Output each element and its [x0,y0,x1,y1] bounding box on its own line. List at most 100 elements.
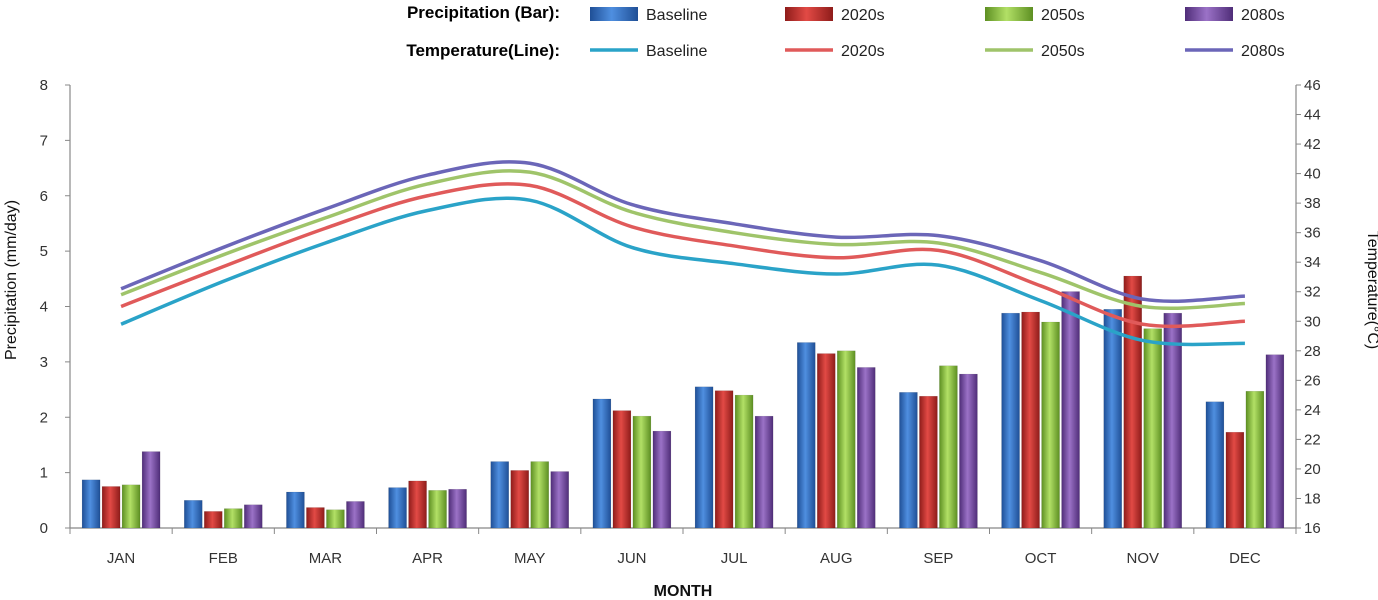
bar-2050s-jul [734,394,754,529]
y2-tick-label: 30 [1304,313,1321,330]
temperature-line-2020s [120,182,1245,329]
precipitation-bars [81,275,1285,529]
bar-2020s-sep [919,395,938,529]
chart-legend: Precipitation (Bar): Temperature(Line): … [406,3,1284,60]
bar-baseline-oct [1001,312,1020,529]
x-tick-label: SEP [923,550,953,567]
bar-2050s-apr [428,490,447,529]
bar-2050s-sep [939,365,958,529]
bar-baseline-aug [797,342,816,529]
temperature-line-2050s [120,169,1245,311]
bar-2020s-jul [714,390,734,529]
x-tick-label: JUN [617,550,646,567]
legend-swatch-bar-baseline [590,7,638,21]
x-tick-label: JUL [721,550,748,567]
bar-2080s-may [550,471,569,529]
bar-2020s-may [510,470,529,529]
y2-tick-label: 42 [1304,136,1321,153]
y-tick-label: 1 [40,465,48,482]
y2-axis-title: Temperature(°C) [1364,231,1378,349]
legend-label-line-2080s: 2080s [1241,43,1285,60]
bar-2050s-jun [632,415,652,529]
y-tick-label: 2 [40,409,48,426]
bar-2080s-apr [448,488,467,529]
bar-2050s-mar [326,509,345,529]
x-tick-label: FEB [209,550,238,567]
temperature-line-2080s [120,160,1245,303]
bar-2050s-aug [837,350,856,529]
y2-tick-label: 34 [1304,254,1321,271]
y2-tick-label: 20 [1304,461,1321,478]
y2-tick-label: 44 [1304,107,1321,124]
legend-swatch-bar-2050s [985,7,1033,21]
bar-2050s-jan [121,484,141,529]
x-tick-label: AUG [820,550,853,567]
temperature-lines [120,160,1245,347]
bar-2020s-nov [1123,275,1142,529]
y2-tick-label: 46 [1304,77,1321,94]
bar-2020s-oct [1021,311,1040,529]
x-tick-label: MAR [309,550,343,567]
bar-2080s-aug [857,367,876,529]
bar-2050s-nov [1143,328,1162,529]
y-axis-title: Precipitation (mm/day) [3,200,20,360]
y-tick-label: 0 [40,520,48,537]
legend-swatch-bar-2080s [1185,7,1233,21]
x-tick-label: OCT [1025,550,1057,567]
legend-label-bar-baseline: Baseline [646,7,707,24]
y2-tick-label: 32 [1304,284,1321,301]
y2-tick-label: 24 [1304,402,1321,419]
x-tick-label: JAN [107,550,135,567]
legend-swatch-bar-2020s [785,7,833,21]
bar-2080s-dec [1265,354,1285,529]
y-tick-label: 8 [40,77,48,94]
bar-baseline-jun [592,398,612,529]
bar-2080s-feb [244,504,263,529]
bar-baseline-mar [286,491,305,529]
bar-2050s-oct [1041,321,1060,529]
bar-2020s-jun [612,410,632,529]
y2-ticks: 16 18 20 22 24 26 28 30 32 34 36 38 40 42 44 46 [1296,77,1321,537]
y-tick-label: 5 [40,243,48,260]
bar-2080s-jun [652,430,672,529]
y-tick-label: 6 [40,188,48,205]
x-ticks: JAN FEB MAR APR MAY JUN JUL AUG SEP OCT NOV DEC [69,528,1297,567]
legend-bar-title: Precipitation (Bar): [407,3,560,22]
bar-2080s-sep [959,373,978,529]
y-tick-label: 3 [40,354,48,371]
legend-label-bar-2080s: 2080s [1241,7,1285,24]
y-tick-label: 7 [40,132,48,149]
legend-label-bar-2020s: 2020s [841,7,885,24]
y2-tick-label: 40 [1304,166,1321,183]
bar-2080s-nov [1163,312,1182,529]
y-ticks: 0 1 2 3 4 5 6 7 8 [40,77,70,537]
legend-label-line-2020s: 2020s [841,43,885,60]
legend-line-title: Temperature(Line): [406,41,560,60]
bar-2020s-aug [817,353,836,529]
bar-baseline-sep [899,392,918,529]
y-tick-label: 4 [40,299,48,316]
y2-tick-label: 16 [1304,520,1321,537]
bar-2020s-feb [204,511,223,529]
x-tick-label: APR [412,550,443,567]
bar-baseline-feb [184,500,203,529]
bar-2080s-oct [1061,291,1080,529]
bar-2020s-dec [1225,431,1245,529]
temperature-line-baseline [120,196,1245,347]
bar-2020s-jan [101,486,121,529]
legend-label-bar-2050s: 2050s [1041,7,1085,24]
x-tick-label: MAY [514,550,545,567]
bar-2020s-mar [306,507,325,529]
bar-baseline-jul [694,386,714,529]
x-axis-title: MONTH [654,583,713,600]
y2-tick-label: 38 [1304,195,1321,212]
y2-tick-label: 36 [1304,225,1321,242]
y2-tick-label: 18 [1304,490,1321,507]
bar-baseline-apr [388,487,407,529]
y2-tick-label: 26 [1304,372,1321,389]
bar-2080s-mar [346,501,365,529]
x-tick-label: DEC [1229,550,1261,567]
bar-2050s-dec [1245,390,1265,529]
